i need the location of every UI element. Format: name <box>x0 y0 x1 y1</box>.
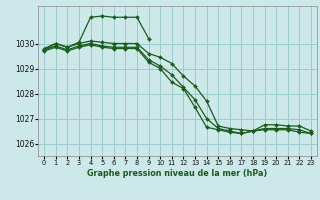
X-axis label: Graphe pression niveau de la mer (hPa): Graphe pression niveau de la mer (hPa) <box>87 169 268 178</box>
